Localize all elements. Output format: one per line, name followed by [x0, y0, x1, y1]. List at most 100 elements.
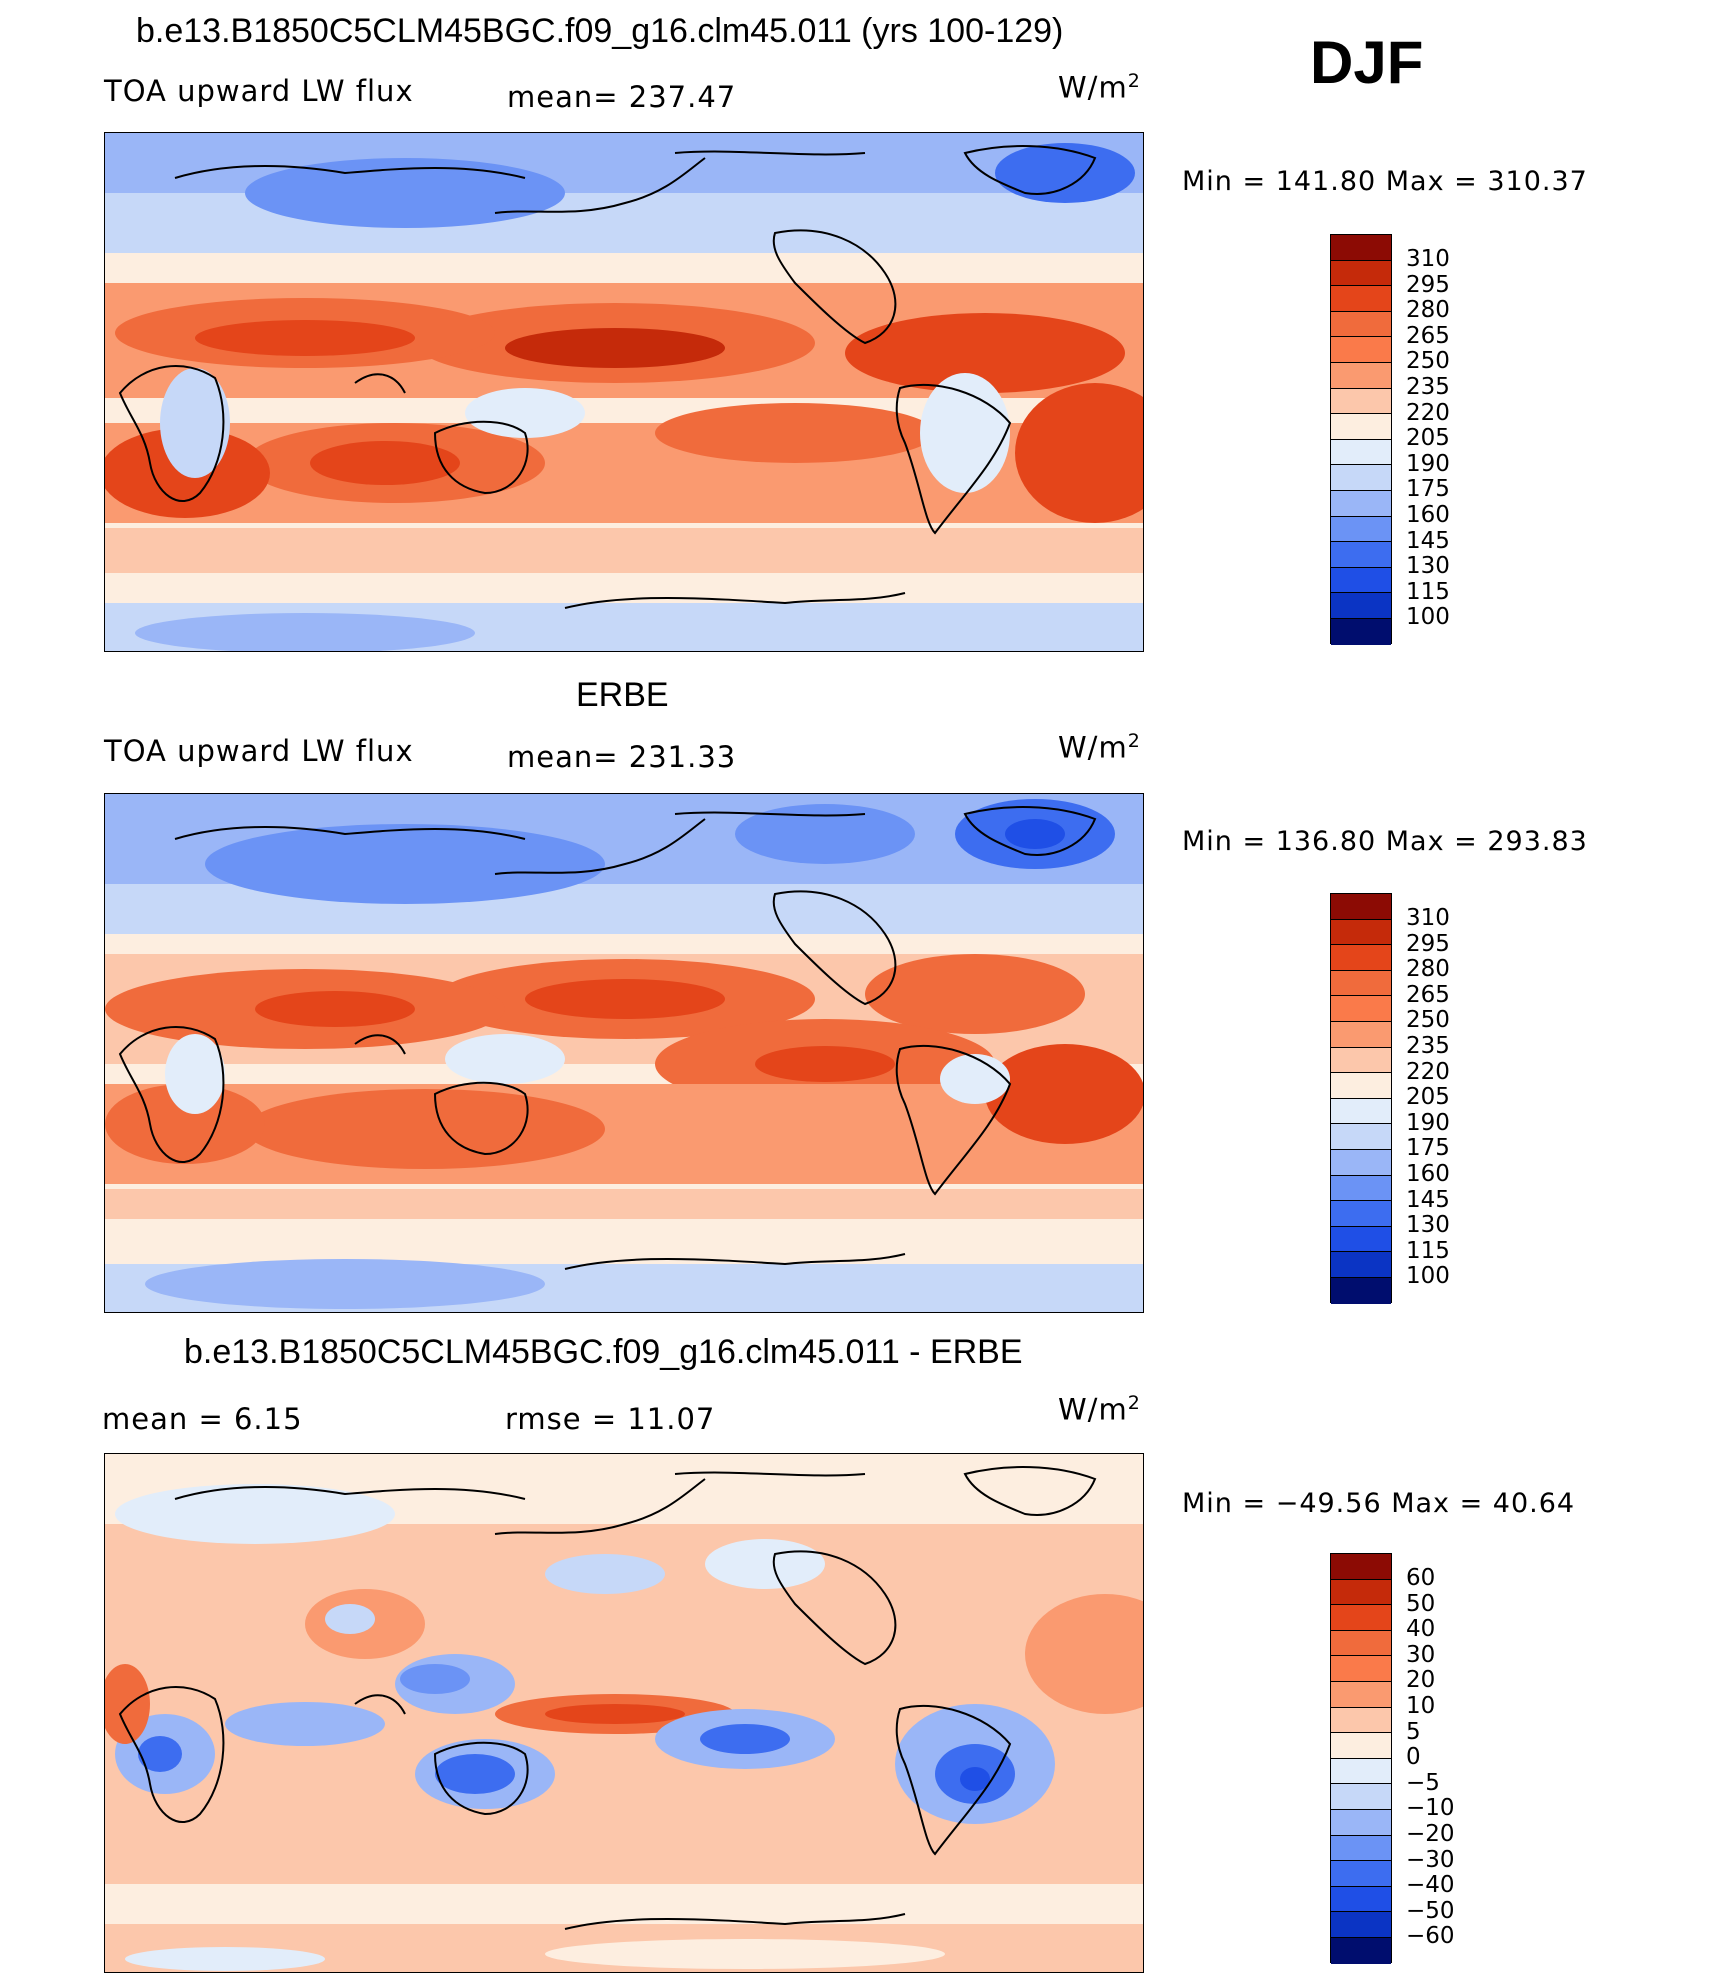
- colorbar-1-swatch: [1331, 235, 1391, 261]
- colorbar-1-swatch: [1331, 286, 1391, 312]
- colorbar-2-swatch: [1331, 1098, 1391, 1125]
- panel-2-mean-label: mean= 231.33: [507, 740, 737, 774]
- colorbar-3-label: −40: [1406, 1872, 1455, 1899]
- panel-3-mean-label: mean = 6.15: [102, 1402, 303, 1436]
- colorbar-3-swatch: [1331, 1784, 1391, 1810]
- panel-3-minmax: Min = −49.56 Max = 40.64: [1182, 1488, 1576, 1519]
- colorbar-1-swatch: [1331, 516, 1391, 543]
- colorbar-1-swatch: [1331, 362, 1391, 389]
- colorbar-2-label: 295: [1406, 930, 1450, 957]
- colorbar-3-label: −20: [1406, 1821, 1455, 1847]
- panel-2-map-svg: [105, 794, 1143, 1312]
- colorbar-2-swatch: [1331, 1226, 1391, 1253]
- colorbar-1-label: 100: [1406, 604, 1450, 631]
- panel-2-title: ERBE: [576, 676, 669, 714]
- colorbar-2-label: 265: [1406, 981, 1450, 1008]
- panel-3-colorbar: [1330, 1553, 1392, 1964]
- colorbar-3-label: 30: [1406, 1641, 1436, 1668]
- panel-2-unit-label: W/m2: [1058, 730, 1141, 765]
- colorbar-3-swatch: [1331, 1809, 1391, 1836]
- colorbar-1-label: 175: [1406, 476, 1450, 503]
- colorbar-3-swatch: [1331, 1579, 1391, 1606]
- panel-3-title: b.e13.B1850C5CLM45BGC.f09_g16.clm45.011 …: [184, 1333, 1023, 1371]
- panel-3-map: [104, 1453, 1144, 1973]
- colorbar-2-swatch: [1331, 894, 1391, 920]
- colorbar-1-swatch: [1331, 337, 1391, 363]
- colorbar-1-label: 310: [1406, 246, 1450, 272]
- panel-1-map-svg: [105, 133, 1143, 651]
- colorbar-2-swatch: [1331, 1021, 1391, 1048]
- panel-3-map-svg: [105, 1454, 1143, 1972]
- colorbar-3-label: −50: [1406, 1897, 1455, 1924]
- colorbar-2-label: 235: [1406, 1033, 1450, 1059]
- colorbar-1-swatch: [1331, 593, 1391, 619]
- colorbar-3-swatch: [1331, 1630, 1391, 1657]
- colorbar-2-label: 145: [1406, 1186, 1450, 1213]
- panel-1-colorbar: [1330, 234, 1392, 645]
- colorbar-2-label: 220: [1406, 1058, 1450, 1085]
- colorbar-2-label: 250: [1406, 1007, 1450, 1034]
- colorbar-3-swatch: [1331, 1733, 1391, 1759]
- colorbar-1-swatch: [1331, 311, 1391, 338]
- colorbar-2-swatch: [1331, 1124, 1391, 1150]
- colorbar-1-label: 160: [1406, 502, 1450, 528]
- colorbar-3-swatch: [1331, 1937, 1391, 1964]
- colorbar-2-swatch: [1331, 1201, 1391, 1227]
- colorbar-3-swatch: [1331, 1912, 1391, 1938]
- panel-2-variable-label: TOA upward LW flux: [104, 734, 414, 768]
- colorbar-1-label: 115: [1406, 578, 1450, 605]
- colorbar-3-label: 5: [1406, 1718, 1421, 1745]
- panel-1-minmax: Min = 141.80 Max = 310.37: [1182, 166, 1588, 197]
- colorbar-2-swatch: [1331, 1047, 1391, 1074]
- colorbar-3-swatch: [1331, 1758, 1391, 1785]
- panel-2-minmax: Min = 136.80 Max = 293.83: [1182, 826, 1588, 857]
- colorbar-3-label: 40: [1406, 1616, 1436, 1643]
- colorbar-1-label: 205: [1406, 425, 1450, 452]
- colorbar-2-swatch: [1331, 1149, 1391, 1176]
- colorbar-3-label: 50: [1406, 1590, 1436, 1617]
- colorbar-1-label: 145: [1406, 527, 1450, 554]
- colorbar-3-label: −30: [1406, 1846, 1455, 1873]
- colorbar-1-swatch: [1331, 414, 1391, 440]
- colorbar-3-label: −60: [1406, 1923, 1455, 1950]
- colorbar-1-label: 250: [1406, 348, 1450, 375]
- colorbar-1-swatch: [1331, 388, 1391, 415]
- panel-1-map: [104, 132, 1144, 652]
- panel-1-unit-label: W/m2: [1058, 70, 1141, 105]
- panel-3-rmse-label: rmse = 11.07: [505, 1402, 716, 1436]
- colorbar-1-swatch: [1331, 567, 1391, 594]
- colorbar-1-swatch: [1331, 490, 1391, 517]
- colorbar-3-label: 0: [1406, 1744, 1421, 1771]
- colorbar-2-swatch: [1331, 1175, 1391, 1202]
- colorbar-3-swatch: [1331, 1681, 1391, 1708]
- colorbar-2-label: 280: [1406, 956, 1450, 983]
- colorbar-3-swatch: [1331, 1605, 1391, 1631]
- colorbar-1-swatch: [1331, 260, 1391, 287]
- colorbar-3-swatch: [1331, 1861, 1391, 1887]
- colorbar-1-label: 295: [1406, 271, 1450, 298]
- colorbar-2-label: 100: [1406, 1263, 1450, 1290]
- colorbar-2-swatch: [1331, 1073, 1391, 1099]
- colorbar-2-swatch: [1331, 996, 1391, 1022]
- colorbar-3-swatch: [1331, 1835, 1391, 1862]
- colorbar-3-label: 10: [1406, 1693, 1436, 1719]
- colorbar-2-label: 130: [1406, 1212, 1450, 1239]
- panel-3-unit-label: W/m2: [1058, 1392, 1141, 1427]
- colorbar-2-swatch: [1331, 1277, 1391, 1304]
- colorbar-2-swatch: [1331, 970, 1391, 997]
- colorbar-3-label: −5: [1406, 1769, 1440, 1796]
- colorbar-2-label: 115: [1406, 1237, 1450, 1264]
- colorbar-2-swatch: [1331, 1252, 1391, 1278]
- colorbar-3-swatch: [1331, 1886, 1391, 1913]
- panel-2-map: [104, 793, 1144, 1313]
- colorbar-1-label: 190: [1406, 450, 1450, 477]
- colorbar-1-swatch: [1331, 542, 1391, 568]
- panel-1-mean-label: mean= 237.47: [507, 80, 737, 114]
- panel-1-title: b.e13.B1850C5CLM45BGC.f09_g16.clm45.011 …: [136, 12, 1064, 50]
- colorbar-1-label: 235: [1406, 374, 1450, 400]
- season-label: DJF: [1310, 29, 1424, 96]
- panel-1-variable-label: TOA upward LW flux: [104, 74, 414, 108]
- colorbar-1-swatch: [1331, 439, 1391, 466]
- colorbar-2-label: 160: [1406, 1161, 1450, 1187]
- panel-2-colorbar: [1330, 893, 1392, 1304]
